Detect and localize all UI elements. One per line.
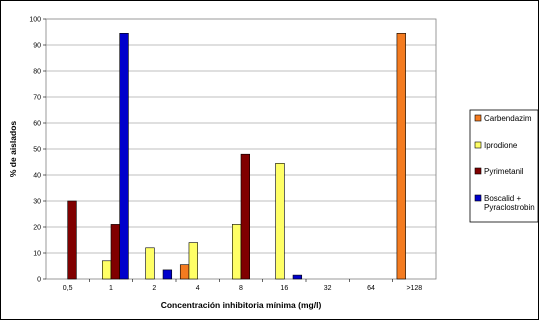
legend-label: Boscalid + [484, 194, 521, 203]
x-tick-label: 16 [280, 285, 288, 292]
x-axis-title: Concentración inhibitoria mínima (mg/l) [161, 300, 322, 310]
y-tick-label: 100 [29, 17, 41, 24]
y-tick-label: 60 [33, 121, 41, 128]
legend-swatch [474, 114, 482, 122]
legend-swatch [474, 194, 482, 202]
y-tick-label: 90 [33, 43, 41, 50]
x-tick-label: 2 [152, 285, 156, 292]
x-tick-label: 4 [196, 285, 200, 292]
legend-label: Pyraclostrobin [484, 203, 535, 212]
bar [145, 247, 155, 280]
bar [162, 269, 173, 280]
x-axis-ticks: 0,5 1 2 4 8 16 32 64 >128 [63, 279, 422, 292]
bar [188, 242, 198, 280]
legend-swatch [474, 141, 482, 149]
y-tick-label: 20 [33, 225, 41, 232]
bar [275, 163, 285, 280]
legend-label: Iprodione [484, 141, 518, 150]
x-tick-label: 1 [109, 285, 113, 292]
bar [232, 224, 242, 280]
bar [292, 274, 303, 280]
bars [67, 32, 406, 280]
legend: Carbendazim Iprodione Pyrimetanil Boscalid … [469, 109, 539, 223]
x-tick-label: 0,5 [63, 285, 73, 292]
bar [102, 260, 112, 280]
y-axis-ticks: 0 10 20 30 40 50 60 70 80 90 100 [29, 17, 46, 284]
bar [119, 32, 129, 280]
x-tick-label: 8 [239, 285, 243, 292]
legend-label: Pyrimetanil [484, 167, 524, 176]
y-tick-label: 50 [33, 147, 41, 154]
y-tick-label: 0 [37, 277, 41, 284]
bar [396, 32, 406, 280]
bar [67, 200, 77, 280]
bar [240, 153, 250, 280]
y-tick-label: 80 [33, 69, 41, 76]
bar [110, 224, 120, 280]
x-tick-label: 64 [367, 285, 375, 292]
x-tick-label: 32 [324, 285, 332, 292]
y-tick-label: 30 [33, 199, 41, 206]
y-tick-label: 10 [33, 251, 41, 258]
legend-swatch [474, 167, 482, 175]
bar [179, 264, 190, 280]
y-tick-label: 70 [33, 95, 41, 102]
legend-box [469, 109, 539, 223]
legend-label: Carbendazim [484, 114, 532, 123]
y-tick-label: 40 [33, 173, 41, 180]
y-axis-title: % de aislados [8, 121, 18, 177]
x-tick-label: >128 [406, 285, 422, 292]
